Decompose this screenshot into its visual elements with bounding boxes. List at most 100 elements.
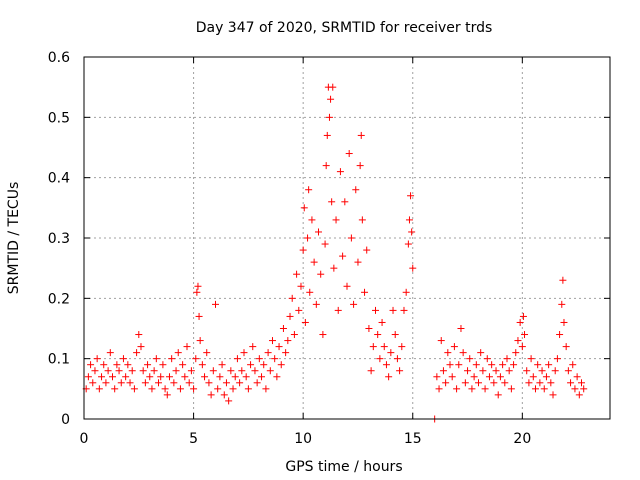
- data-point: [354, 258, 362, 266]
- data-point: [387, 349, 395, 357]
- data-point: [516, 318, 524, 326]
- data-point: [260, 361, 268, 369]
- data-point: [490, 379, 498, 387]
- x-tick-label: 5: [189, 431, 198, 447]
- data-point: [98, 373, 106, 381]
- data-point: [325, 113, 333, 121]
- data-point: [402, 288, 410, 296]
- data-point: [466, 355, 474, 363]
- y-tick-label: 0.5: [48, 110, 70, 126]
- data-point: [174, 349, 182, 357]
- data-point: [207, 391, 215, 399]
- axis-ticks: 0 0.1 0.2 0.3 0.4 0.5 0.6 0 5 10 15 20: [48, 50, 610, 447]
- data-point: [433, 373, 441, 381]
- data-point: [510, 361, 518, 369]
- data-point: [122, 373, 130, 381]
- data-point: [407, 192, 415, 200]
- data-point: [155, 379, 163, 387]
- data-point: [225, 397, 233, 405]
- data-point: [345, 150, 353, 158]
- data-point: [312, 300, 320, 308]
- data-point: [479, 367, 487, 375]
- data-point: [367, 367, 375, 375]
- data-point: [181, 373, 189, 381]
- data-point: [380, 343, 388, 351]
- data-point: [273, 373, 281, 381]
- data-point: [358, 216, 366, 224]
- data-point: [352, 186, 360, 194]
- data-point: [301, 318, 309, 326]
- data-point: [534, 361, 542, 369]
- data-point: [514, 337, 522, 345]
- data-point: [361, 288, 369, 296]
- data-point: [459, 349, 467, 357]
- data-point: [190, 385, 198, 393]
- data-point: [437, 337, 445, 345]
- data-point: [393, 355, 401, 363]
- data-point: [400, 306, 408, 314]
- data-point: [374, 331, 382, 339]
- data-point: [488, 361, 496, 369]
- data-point: [84, 373, 92, 381]
- data-point: [310, 258, 318, 266]
- data-point: [242, 373, 250, 381]
- data-point: [378, 318, 386, 326]
- data-point: [222, 379, 230, 387]
- data-point: [249, 343, 257, 351]
- data-point: [172, 367, 180, 375]
- x-tick-label: 20: [513, 431, 531, 447]
- data-point: [271, 355, 279, 363]
- data-point: [238, 367, 246, 375]
- data-point: [542, 373, 550, 381]
- data-point: [556, 331, 564, 339]
- data-point: [405, 216, 413, 224]
- data-point: [201, 373, 209, 381]
- data-point: [453, 385, 461, 393]
- data-point: [124, 361, 132, 369]
- data-point: [255, 355, 263, 363]
- data-point: [540, 385, 548, 393]
- data-point: [332, 216, 340, 224]
- data-point: [551, 367, 559, 375]
- data-point: [457, 325, 465, 332]
- data-point: [170, 379, 178, 387]
- data-point: [322, 162, 330, 170]
- data-point: [575, 391, 583, 399]
- data-point: [284, 337, 292, 345]
- y-tick-label: 0.4: [48, 171, 70, 187]
- data-point: [538, 367, 546, 375]
- data-point: [297, 282, 305, 290]
- y-tick-label: 0.6: [48, 50, 70, 66]
- data-point: [133, 349, 141, 357]
- data-point: [214, 385, 222, 393]
- data-point: [165, 373, 173, 381]
- data-point: [553, 355, 561, 363]
- data-point: [558, 300, 566, 308]
- data-point: [299, 246, 307, 254]
- data-point: [266, 367, 274, 375]
- data-point: [339, 252, 347, 260]
- data-point: [503, 355, 511, 363]
- data-point: [91, 367, 99, 375]
- data-point: [385, 373, 393, 381]
- data-point: [244, 385, 252, 393]
- y-tick-label: 0.1: [48, 352, 70, 368]
- data-point: [499, 361, 507, 369]
- data-point: [409, 264, 417, 272]
- data-point: [150, 367, 158, 375]
- data-point: [371, 306, 379, 314]
- data-point: [347, 234, 355, 242]
- x-tick-label: 10: [294, 431, 312, 447]
- data-point: [468, 385, 476, 393]
- data-point: [295, 306, 303, 314]
- data-point: [505, 367, 513, 375]
- data-point: [236, 379, 244, 387]
- x-tick-label: 15: [404, 431, 422, 447]
- data-point: [227, 367, 235, 375]
- data-point: [567, 379, 575, 387]
- data-point: [286, 312, 294, 320]
- data-point: [117, 379, 125, 387]
- data-point: [396, 367, 404, 375]
- data-point: [356, 162, 364, 170]
- data-point: [435, 385, 443, 393]
